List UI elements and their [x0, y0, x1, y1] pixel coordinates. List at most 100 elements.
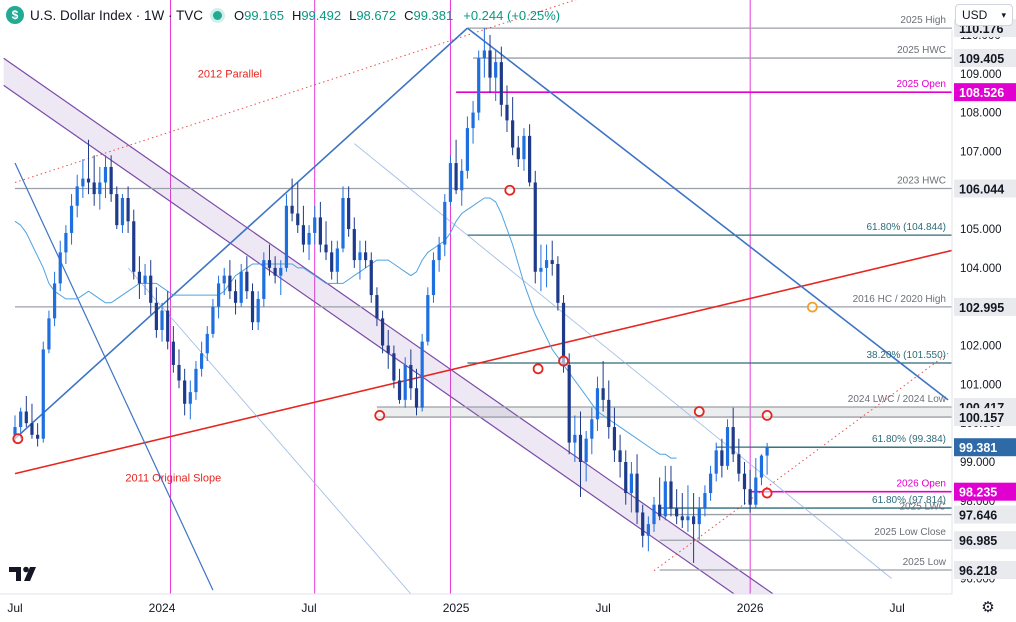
candle: [488, 34, 492, 94]
price-badge-bg: [954, 49, 1016, 68]
candle: [567, 353, 571, 455]
candle-body: [646, 524, 650, 536]
price-tick-label: 107.000: [960, 146, 1002, 158]
candle: [629, 462, 633, 513]
time-tick-label: Jul: [890, 601, 905, 615]
candle: [245, 256, 249, 299]
candle-body: [742, 473, 747, 490]
currency-button[interactable]: USD ▾: [955, 4, 1013, 26]
candle: [612, 407, 617, 462]
price-tick-label: 104.000: [960, 263, 1002, 275]
candle-body: [567, 364, 571, 443]
pivot-marker: [532, 363, 544, 375]
candle: [154, 287, 158, 338]
candle-body: [431, 260, 436, 296]
candle: [675, 489, 679, 525]
candle: [103, 155, 108, 198]
currency-label: USD: [962, 8, 988, 22]
candle-body: [426, 295, 430, 342]
candle-body: [149, 275, 153, 303]
candle-body: [279, 267, 283, 276]
price-badge-value: 106.044: [959, 183, 1004, 197]
candle-body: [171, 341, 175, 365]
candle-body: [720, 450, 724, 466]
candle-body: [488, 50, 492, 78]
level-label: 2024 LWC / 2024 Low: [848, 394, 947, 405]
candle-body: [692, 516, 696, 525]
price-badge-bg: [954, 561, 1016, 580]
candle-body: [669, 481, 673, 509]
level-label: 2025 Low Close: [874, 527, 946, 538]
candle-body: [86, 178, 91, 183]
candle: [183, 368, 187, 416]
candle: [324, 221, 328, 261]
price-badge: 108.526: [954, 83, 1016, 102]
candle-body: [556, 264, 560, 303]
time-tick-label: 2026: [737, 601, 764, 615]
candle-body: [52, 283, 57, 319]
candle-body: [686, 516, 690, 521]
candle-body: [437, 244, 441, 261]
candle: [601, 361, 605, 412]
candle-body: [511, 120, 515, 148]
level-label: 2025 HWC: [897, 45, 946, 56]
candle: [86, 139, 91, 195]
candle-body: [318, 217, 322, 245]
trendline-blue: [466, 27, 949, 401]
candle: [754, 458, 758, 509]
level-label: 2016 HC / 2020 High: [853, 294, 946, 305]
candle-body: [392, 353, 396, 381]
moving-average-line: [14, 197, 677, 459]
candle: [109, 155, 113, 202]
candle-body: [200, 353, 204, 369]
level-label: 38.20% (101.550): [866, 350, 946, 361]
candle-body: [335, 248, 339, 272]
candle: [194, 361, 198, 400]
tradingview-logo-icon: [9, 566, 36, 581]
price-badge-value: 99.381: [959, 441, 997, 455]
candle-body: [347, 198, 351, 230]
candle-body: [290, 205, 294, 214]
candle-body: [584, 438, 588, 462]
candle-body: [194, 368, 198, 393]
candle-body: [618, 450, 622, 462]
candle-body: [578, 434, 583, 462]
symbol-title[interactable]: U.S. Dollar Index · 1W · TVC: [30, 7, 204, 23]
candle: [166, 291, 170, 350]
candle-body: [143, 275, 147, 284]
candle-body: [98, 182, 102, 195]
candle: [431, 252, 436, 303]
candle: [369, 252, 373, 303]
candle: [296, 182, 300, 233]
candle: [52, 271, 57, 327]
candle: [171, 326, 175, 373]
trendline-annotation: 2011 Original Slope: [125, 472, 221, 484]
gear-icon[interactable]: ⚙: [981, 599, 995, 616]
ohlc-high: H99.492: [291, 7, 342, 23]
candle: [307, 225, 311, 261]
candle: [233, 279, 238, 315]
candle: [499, 46, 503, 117]
candle: [505, 85, 509, 132]
candle: [737, 438, 741, 482]
candle-body: [629, 473, 633, 494]
candle-body: [573, 434, 577, 443]
candle: [658, 477, 662, 521]
candle-body: [499, 62, 503, 105]
candle-body: [607, 399, 611, 428]
candle-body: [47, 318, 51, 350]
candle-body: [652, 504, 656, 525]
candle: [641, 504, 645, 548]
price-badge-bg: [954, 505, 1016, 524]
price-change: +0.244 (+0.25%): [463, 7, 561, 23]
candle-body: [759, 455, 764, 478]
candle: [426, 287, 430, 346]
price-badge-bg: [954, 408, 1016, 427]
candle-body: [561, 302, 566, 365]
level-label: 2025 LWC: [899, 502, 946, 513]
candle-body: [595, 388, 600, 420]
candle-body: [92, 182, 96, 195]
time-tick-label: Jul: [595, 601, 610, 615]
